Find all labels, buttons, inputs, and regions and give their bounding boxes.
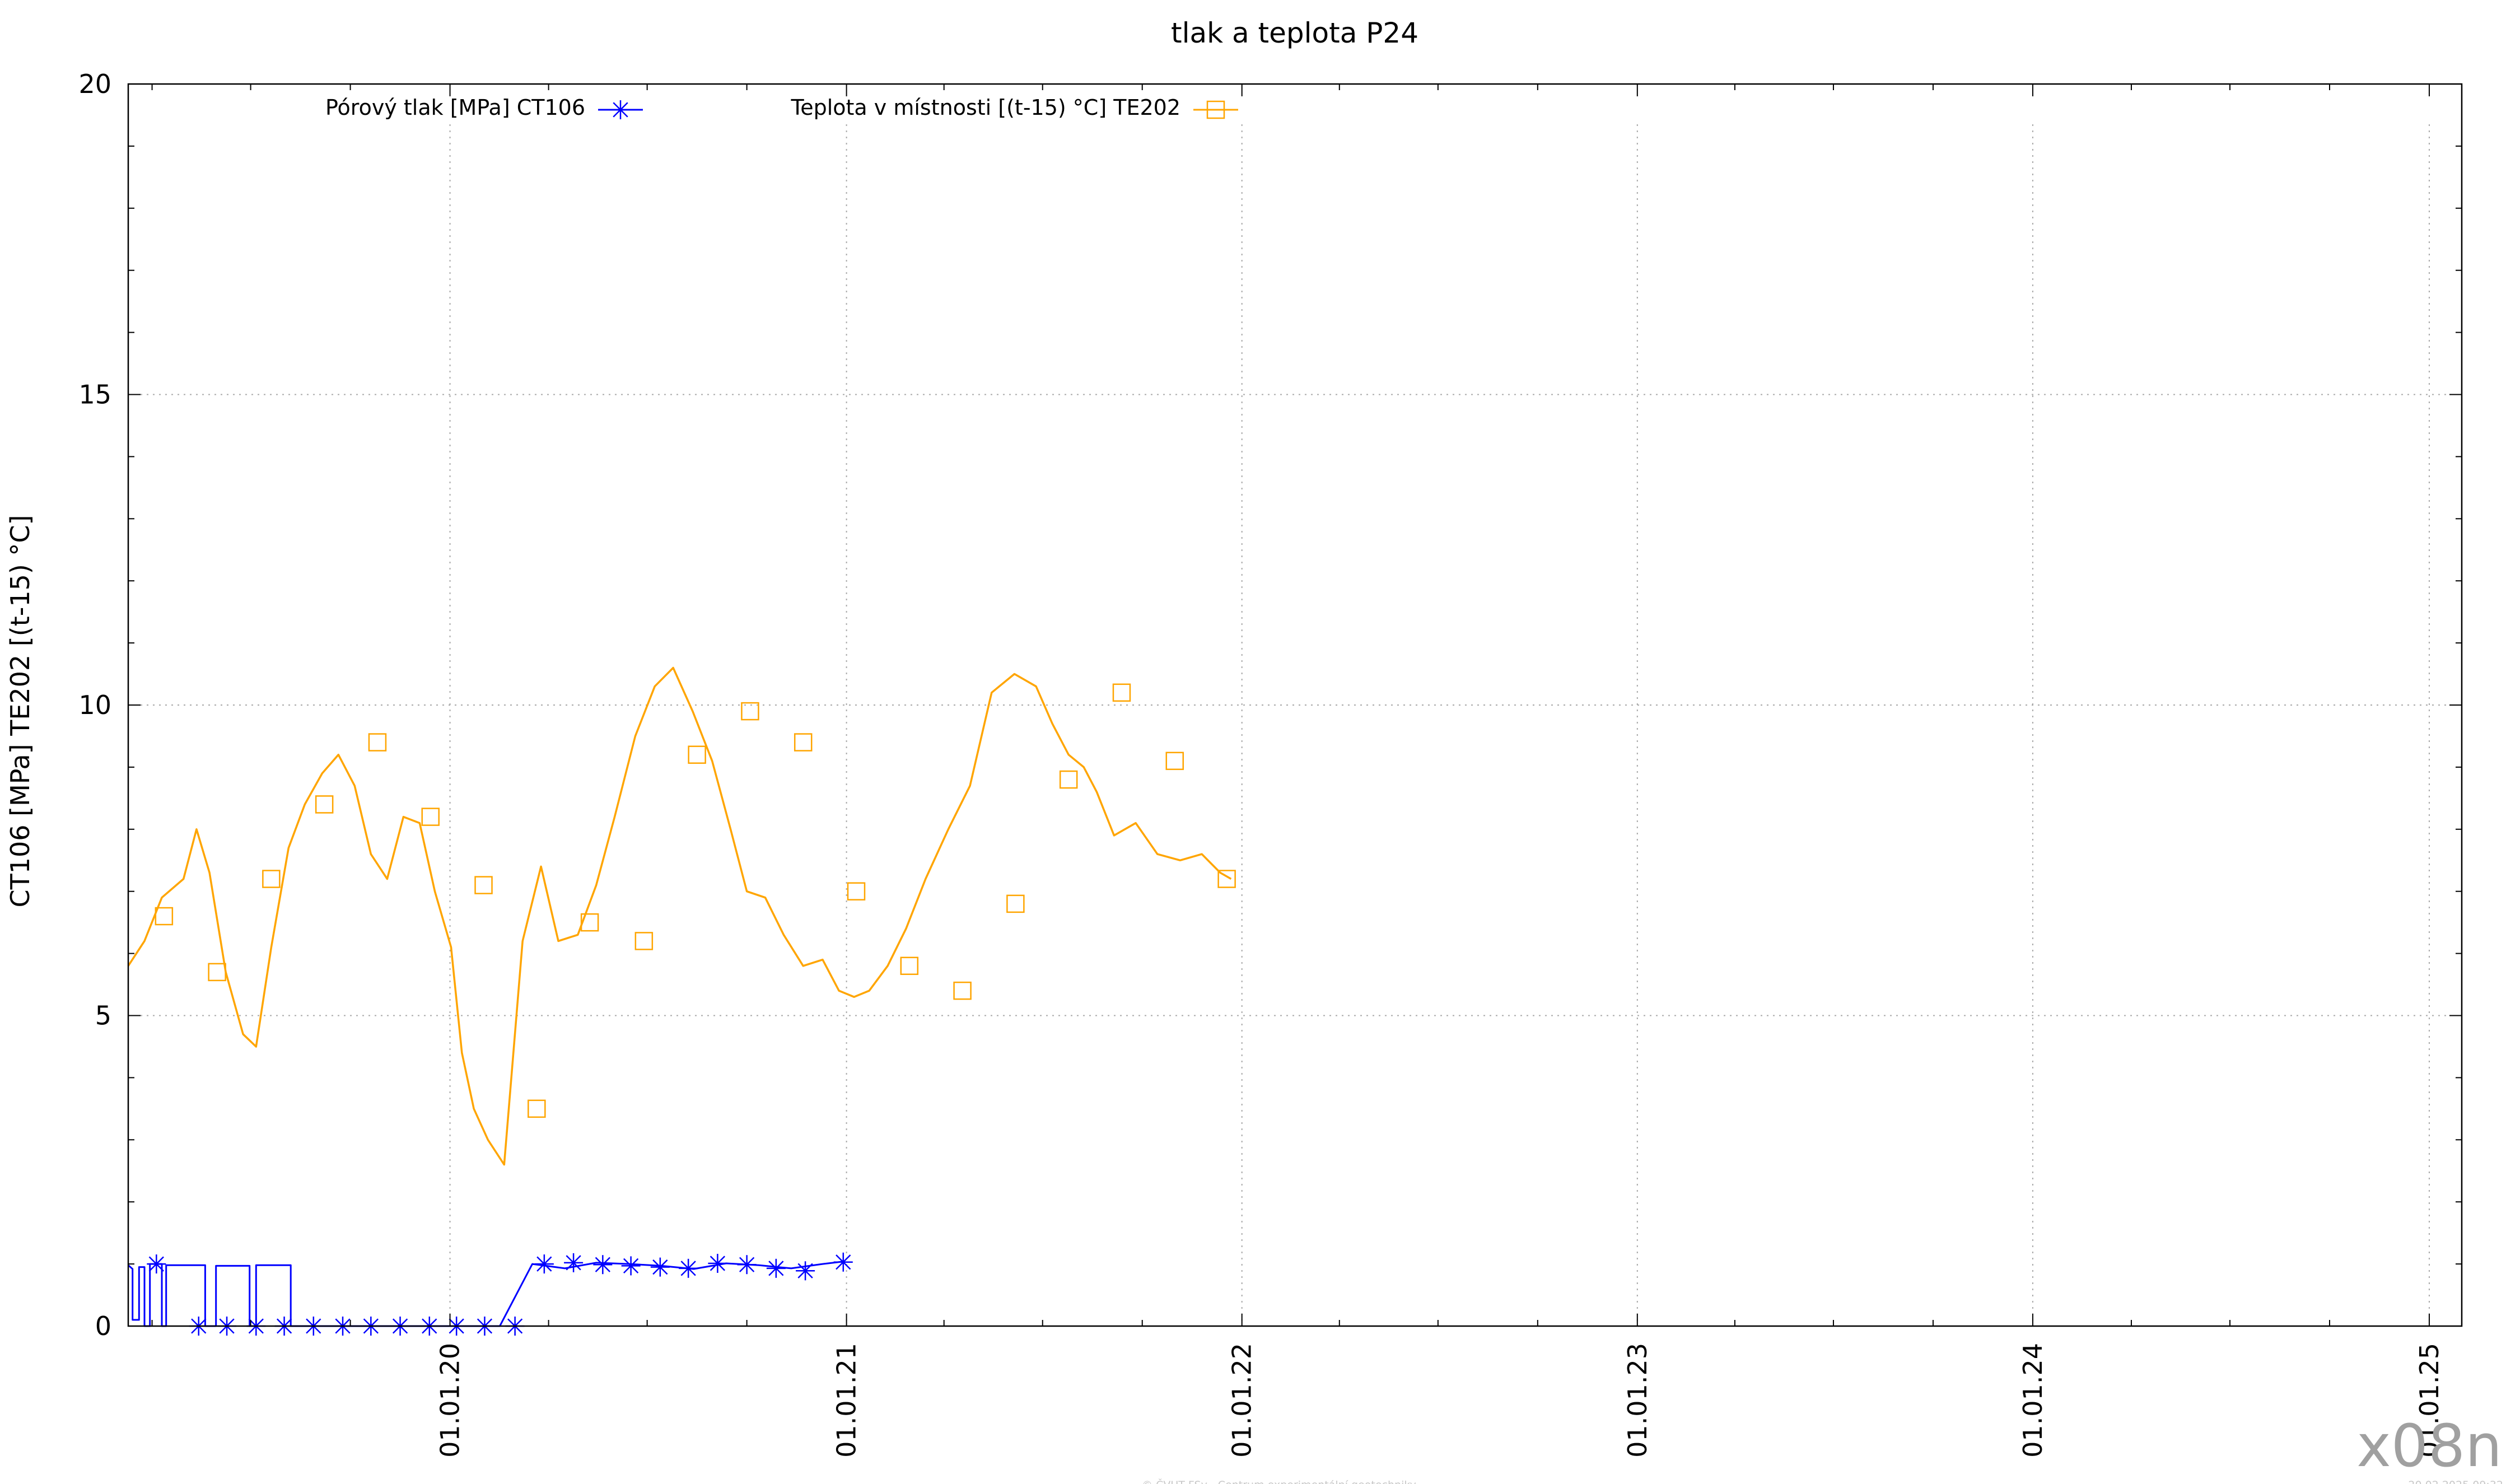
pressure-point xyxy=(650,1257,670,1277)
pressure-point xyxy=(147,1254,166,1274)
temperature-point xyxy=(1217,870,1236,888)
y-tick-label: 5 xyxy=(95,1001,111,1031)
temperature-point xyxy=(634,932,654,950)
axis-layer: 0 5 10 15 20 01.01.20 01.01.21 01.01.22 01.01.23… xyxy=(78,69,2462,1458)
temperature-line xyxy=(127,666,1232,1166)
temperature-point xyxy=(368,733,387,752)
legend-label-temperature: Teplota v místnosti [(t-15) °C] TE202 xyxy=(790,95,1180,120)
x-tick-label: 01.01.23 xyxy=(1622,1343,1653,1458)
watermark: x08n xyxy=(2356,1412,2502,1480)
temperature-point xyxy=(474,876,493,894)
pressure-point xyxy=(564,1253,584,1272)
y-tick-label: 20 xyxy=(78,69,111,99)
pressure-point xyxy=(766,1258,786,1278)
asterisk-stroke xyxy=(148,1256,164,1272)
temperature-point xyxy=(208,963,226,982)
pressure-point xyxy=(708,1253,727,1273)
asterisk-stroke xyxy=(536,1256,552,1272)
temperature-point xyxy=(262,870,281,888)
temperature-point xyxy=(688,745,706,764)
asterisk-stroke xyxy=(623,1258,639,1274)
legend-sample-temperature xyxy=(1193,100,1238,119)
legend-label-pressure: Pórový tlak [MPa] CT106 xyxy=(325,95,585,120)
asterisk-stroke xyxy=(566,1255,581,1271)
x-tick-label: 01.01.20 xyxy=(435,1343,465,1458)
series-temperature xyxy=(127,666,1236,1166)
temperature-point xyxy=(741,702,759,721)
temperature-point xyxy=(528,1099,546,1118)
pressure-point xyxy=(796,1261,815,1281)
temperature-point xyxy=(580,913,599,932)
temperature-point xyxy=(421,808,440,826)
temperature-point xyxy=(1165,752,1184,771)
asterisk-stroke xyxy=(595,1257,610,1272)
legend-sample-pressure xyxy=(598,100,643,119)
pressure-point xyxy=(534,1254,554,1274)
temperature-point xyxy=(1006,894,1025,913)
temperature-point xyxy=(794,733,813,752)
temperature-point xyxy=(847,882,866,900)
pressure-point xyxy=(593,1255,613,1275)
x-tick-label: 01.01.22 xyxy=(1227,1343,1257,1458)
pressure-point xyxy=(737,1255,757,1275)
temperature-point xyxy=(155,907,174,926)
temperature-point xyxy=(1112,683,1131,702)
chart-title: tlak a teplota P24 xyxy=(1171,17,1418,49)
y-tick-label: 0 xyxy=(95,1311,111,1341)
asterisk-stroke xyxy=(739,1257,755,1272)
legend-marker-pressure xyxy=(611,100,630,119)
asterisk-stroke xyxy=(680,1261,696,1276)
temperature-point xyxy=(1059,770,1078,789)
temperature-point xyxy=(900,956,919,976)
y-axis-label: CT106 [MPa] TE202 [(t-15) °C] xyxy=(5,515,35,908)
asterisk-stroke xyxy=(613,102,628,118)
x-tick-label: 01.01.24 xyxy=(2018,1343,2048,1458)
y-tick-label: 15 xyxy=(78,380,111,410)
asterisk-stroke xyxy=(797,1263,813,1278)
legend: Pórový tlak [MPa] CT106 Teplota v místno… xyxy=(325,95,1238,120)
footer-credit: © ČVUT FSv - Centrum experimentální geot… xyxy=(1142,1478,1416,1484)
legend-marker-temperature xyxy=(1206,100,1225,119)
y-tick-label: 10 xyxy=(78,690,111,720)
asterisk-stroke xyxy=(652,1259,668,1275)
pressure-point xyxy=(679,1258,698,1278)
asterisk-stroke xyxy=(836,1254,851,1270)
asterisk-stroke xyxy=(710,1256,726,1271)
pressure-point xyxy=(621,1256,641,1276)
temperature-point xyxy=(315,795,334,814)
temperature-point xyxy=(953,981,972,1000)
x-tick-label: 01.01.21 xyxy=(832,1343,862,1458)
footer-timestamp: 20.02.2025 09:32 xyxy=(2408,1479,2503,1484)
asterisk-stroke xyxy=(768,1261,784,1276)
x-tick-label: 01.01.25 xyxy=(2414,1343,2444,1458)
pressure-point xyxy=(833,1252,853,1272)
